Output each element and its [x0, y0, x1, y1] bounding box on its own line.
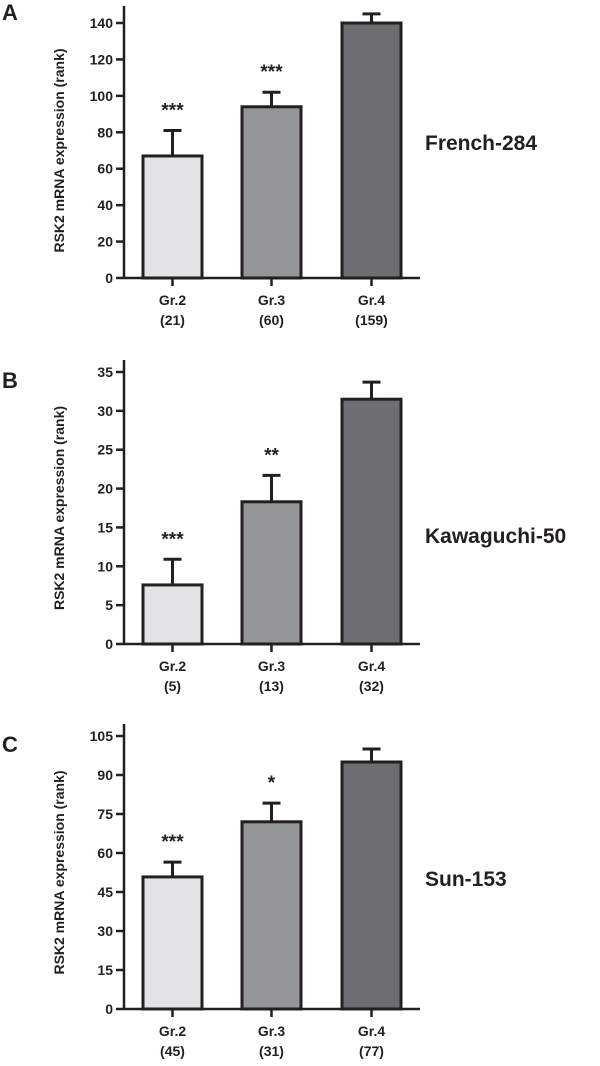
y-tick-label: 75: [97, 806, 113, 822]
y-axis-label: RSK2 mRNA expression (rank): [51, 48, 67, 252]
x-tick-label: Gr.3: [258, 292, 285, 308]
x-tick-count: (60): [259, 312, 284, 328]
y-tick-label: 35: [97, 364, 113, 380]
bar-Gr.2: [141, 154, 204, 280]
dataset-title: Kawaguchi-50: [425, 525, 566, 548]
x-tick-count: (32): [359, 678, 384, 694]
significance-marker: ***: [161, 100, 184, 121]
y-tick-label: 10: [97, 558, 113, 574]
dataset-title: French-284: [425, 132, 537, 155]
bar-Gr.3: [240, 500, 303, 646]
panel-c: C Sun-153 RSK2 mRNA expression (rank) *** Gr…: [2, 724, 507, 1059]
y-tick-label: 90: [97, 767, 113, 783]
bar-Gr.2: [141, 583, 204, 646]
y-tick-label: 15: [97, 519, 113, 535]
y-tick-label: 0: [105, 270, 113, 286]
x-tick-count: (45): [160, 1043, 185, 1059]
x-tick-label: Gr.2: [159, 292, 186, 308]
x-tick-count: (159): [355, 312, 388, 328]
y-tick-label: 45: [97, 884, 113, 900]
bar-Gr.3: [240, 105, 303, 280]
x-tick-label: Gr.3: [258, 658, 285, 674]
y-tick-label: 60: [97, 845, 113, 861]
bar-Gr.4: [340, 21, 403, 280]
y-tick-label: 0: [105, 636, 113, 652]
y-tick-label: 140: [90, 15, 114, 31]
y-tick-label: 60: [97, 161, 113, 177]
bar-Gr.4: [340, 397, 403, 646]
x-tick-label: Gr.3: [258, 1023, 285, 1039]
significance-marker: **: [264, 445, 279, 466]
y-tick-label: 120: [90, 51, 114, 67]
x-tick-label: Gr.4: [358, 292, 385, 308]
panel-label: A: [2, 0, 18, 25]
y-axis-label: RSK2 mRNA expression (rank): [51, 770, 67, 974]
bar-Gr.2: [141, 875, 204, 1011]
y-tick-label: 0: [105, 1001, 113, 1017]
y-tick-label: 105: [90, 728, 114, 744]
y-tick-label: 80: [97, 124, 113, 140]
dataset-title: Sun-153: [425, 868, 507, 891]
bar-Gr.4: [340, 760, 403, 1011]
y-tick-label: 100: [90, 88, 114, 104]
bar-Gr.3: [240, 820, 303, 1011]
x-tick-count: (21): [160, 312, 185, 328]
x-tick-label: Gr.4: [358, 1023, 385, 1039]
y-tick-label: 5: [105, 597, 113, 613]
panel-label: B: [2, 368, 18, 393]
x-tick-count: (31): [259, 1043, 284, 1059]
y-tick-label: 15: [97, 962, 113, 978]
x-tick-count: (5): [164, 678, 181, 694]
y-tick-label: 30: [97, 403, 113, 419]
y-tick-label: 20: [97, 481, 113, 497]
panel-label: C: [2, 732, 18, 757]
panel-b: B Kawaguchi-50 RSK2 mRNA expression (rank)…: [2, 360, 566, 694]
significance-marker: *: [268, 773, 276, 794]
panel-a: A French-284 RSK2 mRNA expression (rank) **…: [2, 0, 537, 328]
y-tick-label: 30: [97, 923, 113, 939]
y-axis-label: RSK2 mRNA expression (rank): [51, 406, 67, 610]
significance-marker: ***: [161, 832, 184, 853]
y-tick-label: 20: [97, 234, 113, 250]
x-tick-count: (77): [359, 1043, 384, 1059]
x-tick-label: Gr.2: [159, 658, 186, 674]
y-tick-label: 40: [97, 197, 113, 213]
x-tick-label: Gr.2: [159, 1023, 186, 1039]
x-tick-label: Gr.4: [358, 658, 385, 674]
y-tick-label: 25: [97, 442, 113, 458]
x-tick-count: (13): [259, 678, 284, 694]
significance-marker: ***: [161, 529, 184, 550]
significance-marker: ***: [260, 62, 283, 83]
